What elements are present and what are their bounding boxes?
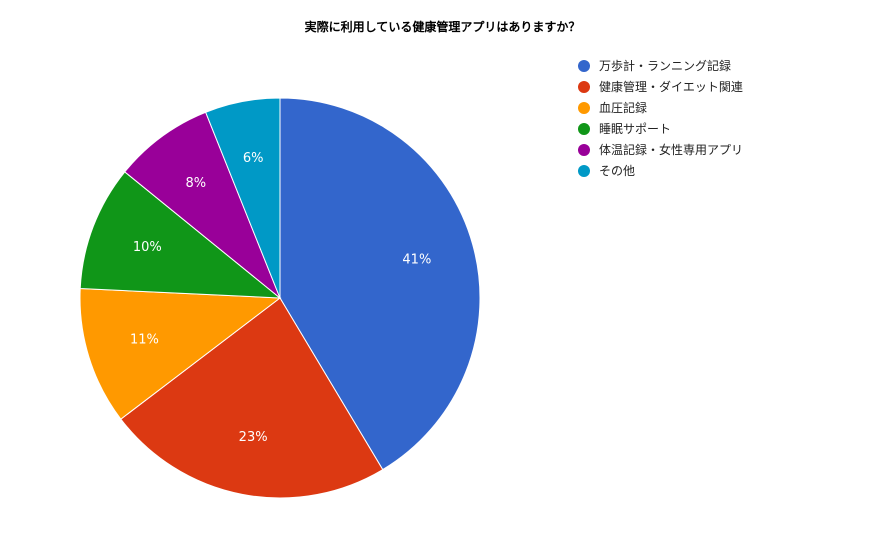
legend-label: 睡眠サポート [599, 122, 672, 136]
pie-slice-label-1: 23% [239, 430, 268, 445]
legend-swatch-icon [578, 164, 590, 177]
legend-label: 健康管理・ダイエット関連 [599, 80, 743, 94]
pie-slice-4 [124, 111, 282, 300]
legend-label: 体温記録・女性専用アプリ [599, 143, 744, 157]
chart-legend: 万歩計・ランニング記録 健康管理・ダイエット関連 血圧記録睡眠サポート体温記録・女性… [578, 55, 878, 181]
legend-label: 血圧記録 [599, 101, 648, 115]
pie-slice-1 [120, 297, 384, 499]
legend-swatch-icon [578, 101, 590, 114]
pie-slice-0 [279, 97, 481, 471]
legend-swatch-icon [578, 122, 590, 135]
legend-item-4: 体温記録・女性専用アプリ [578, 139, 878, 160]
legend-item-5: その他 [578, 160, 878, 181]
legend-swatch-icon [578, 59, 590, 72]
legend-label: 万歩計・ランニング記録 [599, 59, 732, 73]
pie-slice-label-2: 11% [130, 333, 159, 348]
legend-item-3: 睡眠サポート [578, 118, 878, 139]
pie-slice-3 [79, 171, 282, 299]
legend-label: その他 [599, 164, 636, 178]
pie-slice-label-4: 8% [185, 176, 206, 191]
legend-swatch-icon [578, 80, 590, 93]
pie-slice-label-5: 6% [243, 151, 264, 166]
legend-item-0: 万歩計・ランニング記録 [578, 55, 878, 76]
legend-item-2: 血圧記録 [578, 97, 878, 118]
pie-slice-2 [79, 287, 282, 420]
chart-title: 実際に利用している健康管理アプリはありますか？ [304, 20, 581, 34]
pie-slice-5 [205, 97, 281, 299]
pie-slice-label-0: 41% [402, 253, 431, 268]
legend-swatch-icon [578, 143, 590, 156]
legend-item-1: 健康管理・ダイエット関連 [578, 76, 878, 97]
pie-slice-label-3: 10% [133, 240, 162, 255]
